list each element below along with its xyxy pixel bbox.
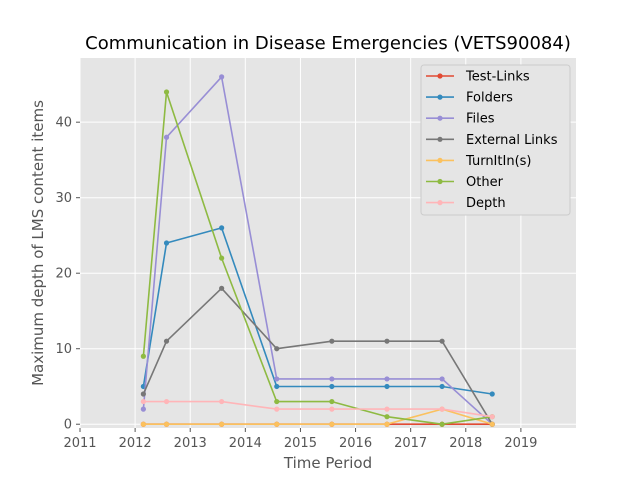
x-tick-label: 2018 <box>449 436 482 451</box>
legend-item: Folders <box>426 91 513 106</box>
data-point <box>384 421 390 427</box>
legend-marker <box>437 115 443 121</box>
data-point <box>384 338 390 344</box>
data-point <box>219 398 225 405</box>
data-point <box>163 134 170 140</box>
data-point <box>439 338 445 344</box>
y-tick-label: 40 <box>55 116 72 131</box>
legend-item: Depth <box>426 196 506 211</box>
legend-item: Files <box>426 112 495 127</box>
series-5 <box>140 89 495 427</box>
x-tick-label: 2016 <box>339 436 372 451</box>
data-point <box>140 353 146 359</box>
legend-label: Test-Links <box>465 70 530 85</box>
data-point <box>163 398 170 405</box>
data-point <box>140 391 146 397</box>
series-line <box>142 287 493 425</box>
data-point <box>163 421 170 427</box>
y-tick-label: 30 <box>55 191 72 206</box>
data-point <box>489 391 495 397</box>
data-point <box>140 398 146 405</box>
data-point <box>329 398 335 405</box>
y-tick-label: 20 <box>55 267 72 282</box>
data-point <box>384 376 390 382</box>
series-line <box>142 227 493 395</box>
x-tick-label: 2013 <box>174 436 207 451</box>
data-point <box>329 338 335 344</box>
data-point <box>384 383 390 390</box>
series-6 <box>140 398 495 420</box>
legend-marker <box>437 94 443 100</box>
series-lines <box>140 74 495 427</box>
series-line <box>143 400 493 418</box>
series-line <box>143 408 493 426</box>
y-axis-label: Maximum depth of LMS content items <box>29 100 47 386</box>
legend-label: Other <box>466 175 504 190</box>
data-point <box>140 406 146 412</box>
x-tick-label: 2011 <box>63 436 96 451</box>
data-point <box>439 383 445 390</box>
data-point <box>274 346 280 352</box>
legend-item: Other <box>426 175 504 190</box>
data-point <box>163 240 170 246</box>
legend-marker <box>437 157 443 163</box>
legend-item: TurnItIn(s) <box>426 154 531 169</box>
data-point <box>329 421 335 427</box>
legend-label: External Links <box>466 133 558 148</box>
data-point <box>274 376 280 382</box>
data-point <box>489 414 495 420</box>
series-line <box>142 91 493 426</box>
data-point <box>329 406 335 412</box>
x-tick-label: 2019 <box>504 436 537 451</box>
data-point <box>163 338 170 344</box>
x-axis-label: Time Period <box>283 454 372 472</box>
data-point <box>439 421 445 427</box>
legend-label: Depth <box>466 196 506 211</box>
data-point <box>329 383 335 390</box>
legend-box <box>420 64 571 216</box>
legend-label: TurnItIn(s) <box>465 154 531 169</box>
legend-item: External Links <box>426 133 558 148</box>
data-point <box>140 421 146 427</box>
chart-title: Communication in Disease Emergencies (VE… <box>85 33 571 54</box>
data-point <box>163 89 170 95</box>
data-point <box>439 376 445 382</box>
data-point <box>489 421 495 427</box>
data-point <box>219 285 225 291</box>
legend-item: Test-Links <box>426 70 530 85</box>
y-tick-label: 0 <box>64 418 72 433</box>
data-point <box>219 421 225 427</box>
data-point <box>384 406 390 412</box>
y-tick-label: 10 <box>55 342 72 357</box>
series-line <box>142 76 493 425</box>
legend-marker <box>437 200 443 206</box>
data-point <box>219 225 225 231</box>
data-point <box>274 398 280 405</box>
x-tick-label: 2014 <box>229 436 262 451</box>
data-point <box>274 406 280 412</box>
x-tick-label: 2015 <box>284 436 317 451</box>
data-point <box>219 74 225 80</box>
data-point <box>329 376 335 382</box>
legend-marker <box>437 73 443 79</box>
data-point <box>274 421 280 427</box>
data-point <box>274 383 280 390</box>
legend-label: Folders <box>466 91 513 106</box>
x-tick-label: 2012 <box>119 436 152 451</box>
legend-marker <box>437 178 443 185</box>
legend: Test-Links Folders Files External Links Turn… <box>420 64 571 216</box>
y-axis-ticks: 0 10 20 30 40 <box>55 116 80 433</box>
legend-label: Files <box>466 112 495 127</box>
series-1 <box>140 225 495 397</box>
data-point <box>219 255 225 261</box>
data-point <box>439 406 445 412</box>
data-point <box>384 414 390 420</box>
x-tick-label: 2017 <box>394 436 427 451</box>
x-axis-ticks: 2011 2012 2013 2014 2015 2016 2017 2018 2019 <box>63 428 537 451</box>
legend-marker <box>437 136 443 142</box>
